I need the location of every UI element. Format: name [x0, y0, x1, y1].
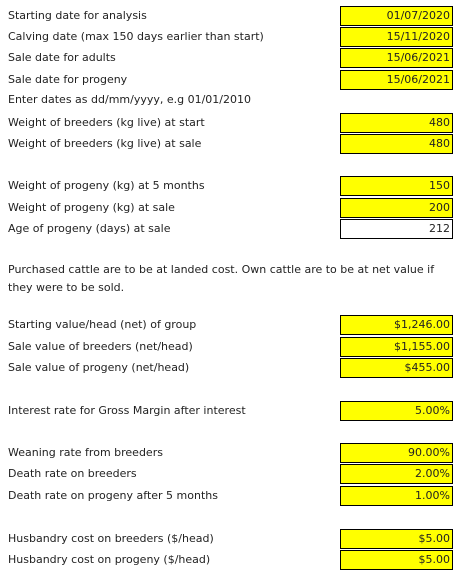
input-cell[interactable]: $5.00 [340, 550, 453, 570]
input-cell[interactable]: 2.00% [340, 464, 453, 484]
field-label: Age of progeny (days) at sale [8, 222, 171, 235]
date-note: Enter dates as dd/mm/yyyy, e.g 01/01/201… [8, 93, 252, 106]
field-label: Weight of progeny (kg) at sale [8, 201, 175, 214]
input-cell[interactable]: $1,246.00 [340, 315, 453, 335]
input-cell[interactable]: 01/07/2020 [340, 6, 453, 26]
field-label: Weight of breeders (kg live) at sale [8, 137, 202, 150]
input-cell[interactable]: 15/06/2021 [340, 48, 453, 68]
field-label: Weaning rate from breeders [8, 446, 163, 459]
input-cell[interactable]: $5.00 [340, 529, 453, 549]
input-cell[interactable]: 200 [340, 198, 453, 218]
input-cell[interactable]: $455.00 [340, 358, 453, 378]
input-cell[interactable]: 150 [340, 176, 453, 196]
input-cell[interactable]: 480 [340, 113, 453, 133]
field-label: Starting date for analysis [8, 9, 147, 22]
field-label: Sale date for progeny [8, 73, 128, 86]
cost-note: Purchased cattle are to be at landed cos… [8, 263, 435, 294]
field-label: Starting value/head (net) of group [8, 318, 197, 331]
field-label: Sale value of breeders (net/head) [8, 340, 193, 353]
input-cell[interactable]: 15/11/2020 [340, 27, 453, 47]
field-label: Weight of breeders (kg live) at start [8, 116, 205, 129]
input-cell[interactable]: 90.00% [340, 443, 453, 463]
field-label: Death rate on progeny after 5 months [8, 489, 218, 502]
field-label: Husbandry cost on breeders ($/head) [8, 532, 214, 545]
input-cell[interactable]: 480 [340, 134, 453, 154]
input-cell[interactable]: 5.00% [340, 401, 453, 421]
input-cell[interactable]: $1,155.00 [340, 337, 453, 357]
input-cell[interactable]: 15/06/2021 [340, 70, 453, 90]
field-label: Death rate on breeders [8, 467, 137, 480]
field-label: Interest rate for Gross Margin after int… [8, 404, 246, 417]
field-label: Sale value of progeny (net/head) [8, 361, 190, 374]
input-cell[interactable]: 212 [340, 219, 453, 239]
field-label: Calving date (max 150 days earlier than … [8, 30, 264, 43]
field-label: Weight of progeny (kg) at 5 months [8, 179, 205, 192]
input-cell[interactable]: 1.00% [340, 486, 453, 506]
field-label: Sale date for adults [8, 51, 116, 64]
field-label: Husbandry cost on progeny ($/head) [8, 553, 211, 566]
